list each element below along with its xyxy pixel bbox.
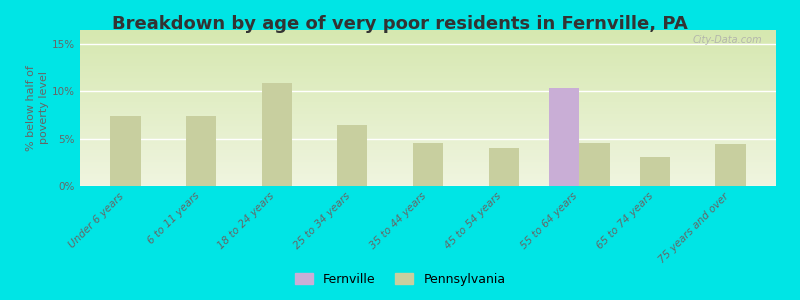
Bar [579, 143, 610, 186]
Text: Breakdown by age of very poor residents in Fernville, PA: Breakdown by age of very poor residents … [112, 15, 688, 33]
Bar [715, 144, 746, 186]
Legend: Fernville, Pennsylvania: Fernville, Pennsylvania [290, 268, 510, 291]
Y-axis label: % below half of
poverty level: % below half of poverty level [26, 65, 50, 151]
Bar [338, 125, 367, 186]
Bar [549, 88, 579, 186]
Bar [489, 148, 518, 186]
Bar [262, 83, 292, 186]
Text: City-Data.com: City-Data.com [693, 35, 762, 45]
Bar [110, 116, 141, 186]
Bar [186, 116, 216, 186]
Bar [413, 142, 443, 186]
Bar [640, 157, 670, 186]
